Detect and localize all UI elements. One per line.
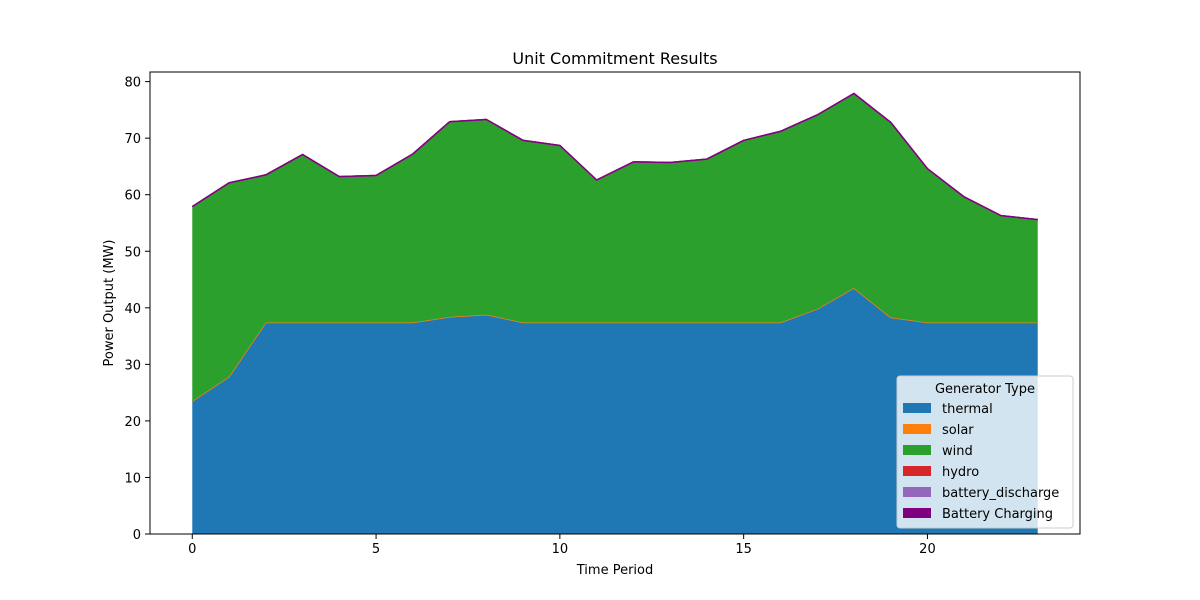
x-axis-title: Time Period xyxy=(576,563,653,578)
legend: Generator Type thermal solar wind hydro batt… xyxy=(896,375,1074,529)
legend-label: solar xyxy=(942,423,974,438)
legend-swatch xyxy=(903,424,931,434)
x-tick-label: 10 xyxy=(552,542,569,557)
x-axis: 0 5 10 15 20 xyxy=(188,534,936,557)
x-tick-label: 5 xyxy=(372,542,380,557)
legend-swatch xyxy=(903,403,931,413)
y-tick-label: 50 xyxy=(124,245,141,260)
area-thermal xyxy=(192,288,1038,534)
legend-label: hydro xyxy=(942,465,979,480)
legend-label: Battery Charging xyxy=(942,507,1053,522)
x-tick-label: 20 xyxy=(919,542,936,557)
legend-swatch xyxy=(903,466,931,476)
legend-items: thermal solar wind hydro battery_discharge Ba… xyxy=(903,402,1059,522)
x-tick-label: 0 xyxy=(188,542,196,557)
plot-area xyxy=(191,92,1038,534)
legend-title: Generator Type xyxy=(935,382,1035,397)
y-tick-label: 30 xyxy=(124,358,141,373)
legend-swatch xyxy=(903,487,931,497)
y-tick-label: 60 xyxy=(124,189,141,204)
y-tick-label: 20 xyxy=(124,415,141,430)
y-tick-label: 0 xyxy=(133,528,141,543)
y-axis: 0 10 20 30 40 50 60 70 80 xyxy=(124,76,150,543)
legend-label: thermal xyxy=(942,402,993,417)
line-battery-charging xyxy=(191,92,1038,221)
legend-label: wind xyxy=(942,444,973,459)
legend-swatch xyxy=(903,445,931,455)
area-wind xyxy=(192,93,1038,402)
y-tick-label: 80 xyxy=(124,76,141,91)
legend-box xyxy=(896,375,1074,529)
legend-label: battery_discharge xyxy=(942,486,1059,501)
y-tick-label: 40 xyxy=(124,302,141,317)
y-tick-label: 10 xyxy=(124,471,141,486)
legend-swatch xyxy=(903,508,931,518)
y-axis-title: Power Output (MW) xyxy=(102,240,117,367)
x-tick-label: 15 xyxy=(735,542,752,557)
y-tick-label: 70 xyxy=(124,132,141,147)
axes-frame xyxy=(149,71,1081,535)
chart-title: Unit Commitment Results xyxy=(512,49,717,68)
